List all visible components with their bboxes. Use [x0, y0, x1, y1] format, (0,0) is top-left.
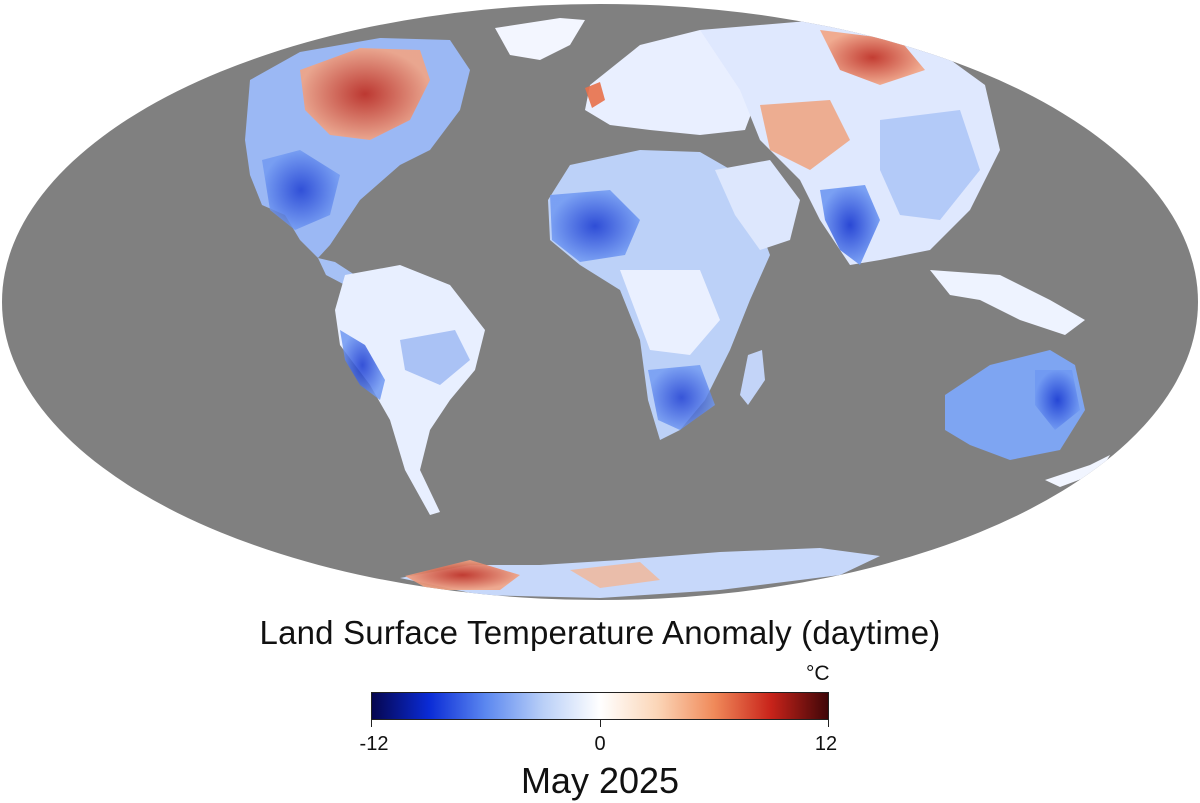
cold-anomaly-east-australia: [1035, 370, 1080, 430]
cold-anomaly-east-asia: [880, 110, 980, 220]
cold-anomaly-us: [262, 150, 340, 230]
warm-anomaly-uk: [585, 82, 605, 108]
colorbar-tick-min: [371, 719, 372, 727]
colorbar: [371, 692, 829, 720]
neutral-central-africa: [620, 270, 720, 355]
world-map: [2, 4, 1198, 600]
map-title: Land Surface Temperature Anomaly (daytim…: [259, 614, 941, 651]
land-europe: [585, 30, 760, 135]
warm-anomaly-canada: [300, 48, 430, 140]
map-panel: [2, 4, 1198, 600]
cold-anomaly-brazil: [400, 330, 470, 385]
map-date: May 2025: [520, 760, 680, 801]
cold-anomaly-andes: [340, 330, 385, 400]
land-madagascar: [740, 350, 765, 405]
colorbar-label-max: 12: [814, 733, 838, 755]
warm-anomaly-east-antarctica: [570, 562, 660, 588]
cold-anomaly-india: [820, 185, 880, 265]
land-se-asia-islands: [930, 270, 1085, 335]
colorbar-label-min: -12: [359, 733, 389, 755]
legend-unit: °C: [806, 662, 830, 685]
land-new-zealand: [1045, 455, 1110, 487]
land-greenland: [495, 18, 585, 60]
cold-anomaly-west-africa: [550, 190, 640, 262]
warm-anomaly-central-asia: [760, 100, 850, 170]
colorbar-label-mid: 0: [594, 733, 606, 755]
colorbar-tick-max: [828, 719, 829, 727]
cold-anomaly-south-africa: [648, 365, 715, 430]
warm-anomaly-antarctic-peninsula: [405, 560, 520, 590]
colorbar-tick-mid: [600, 719, 601, 727]
land-arabia: [715, 160, 800, 250]
land-south-america: [335, 265, 485, 515]
